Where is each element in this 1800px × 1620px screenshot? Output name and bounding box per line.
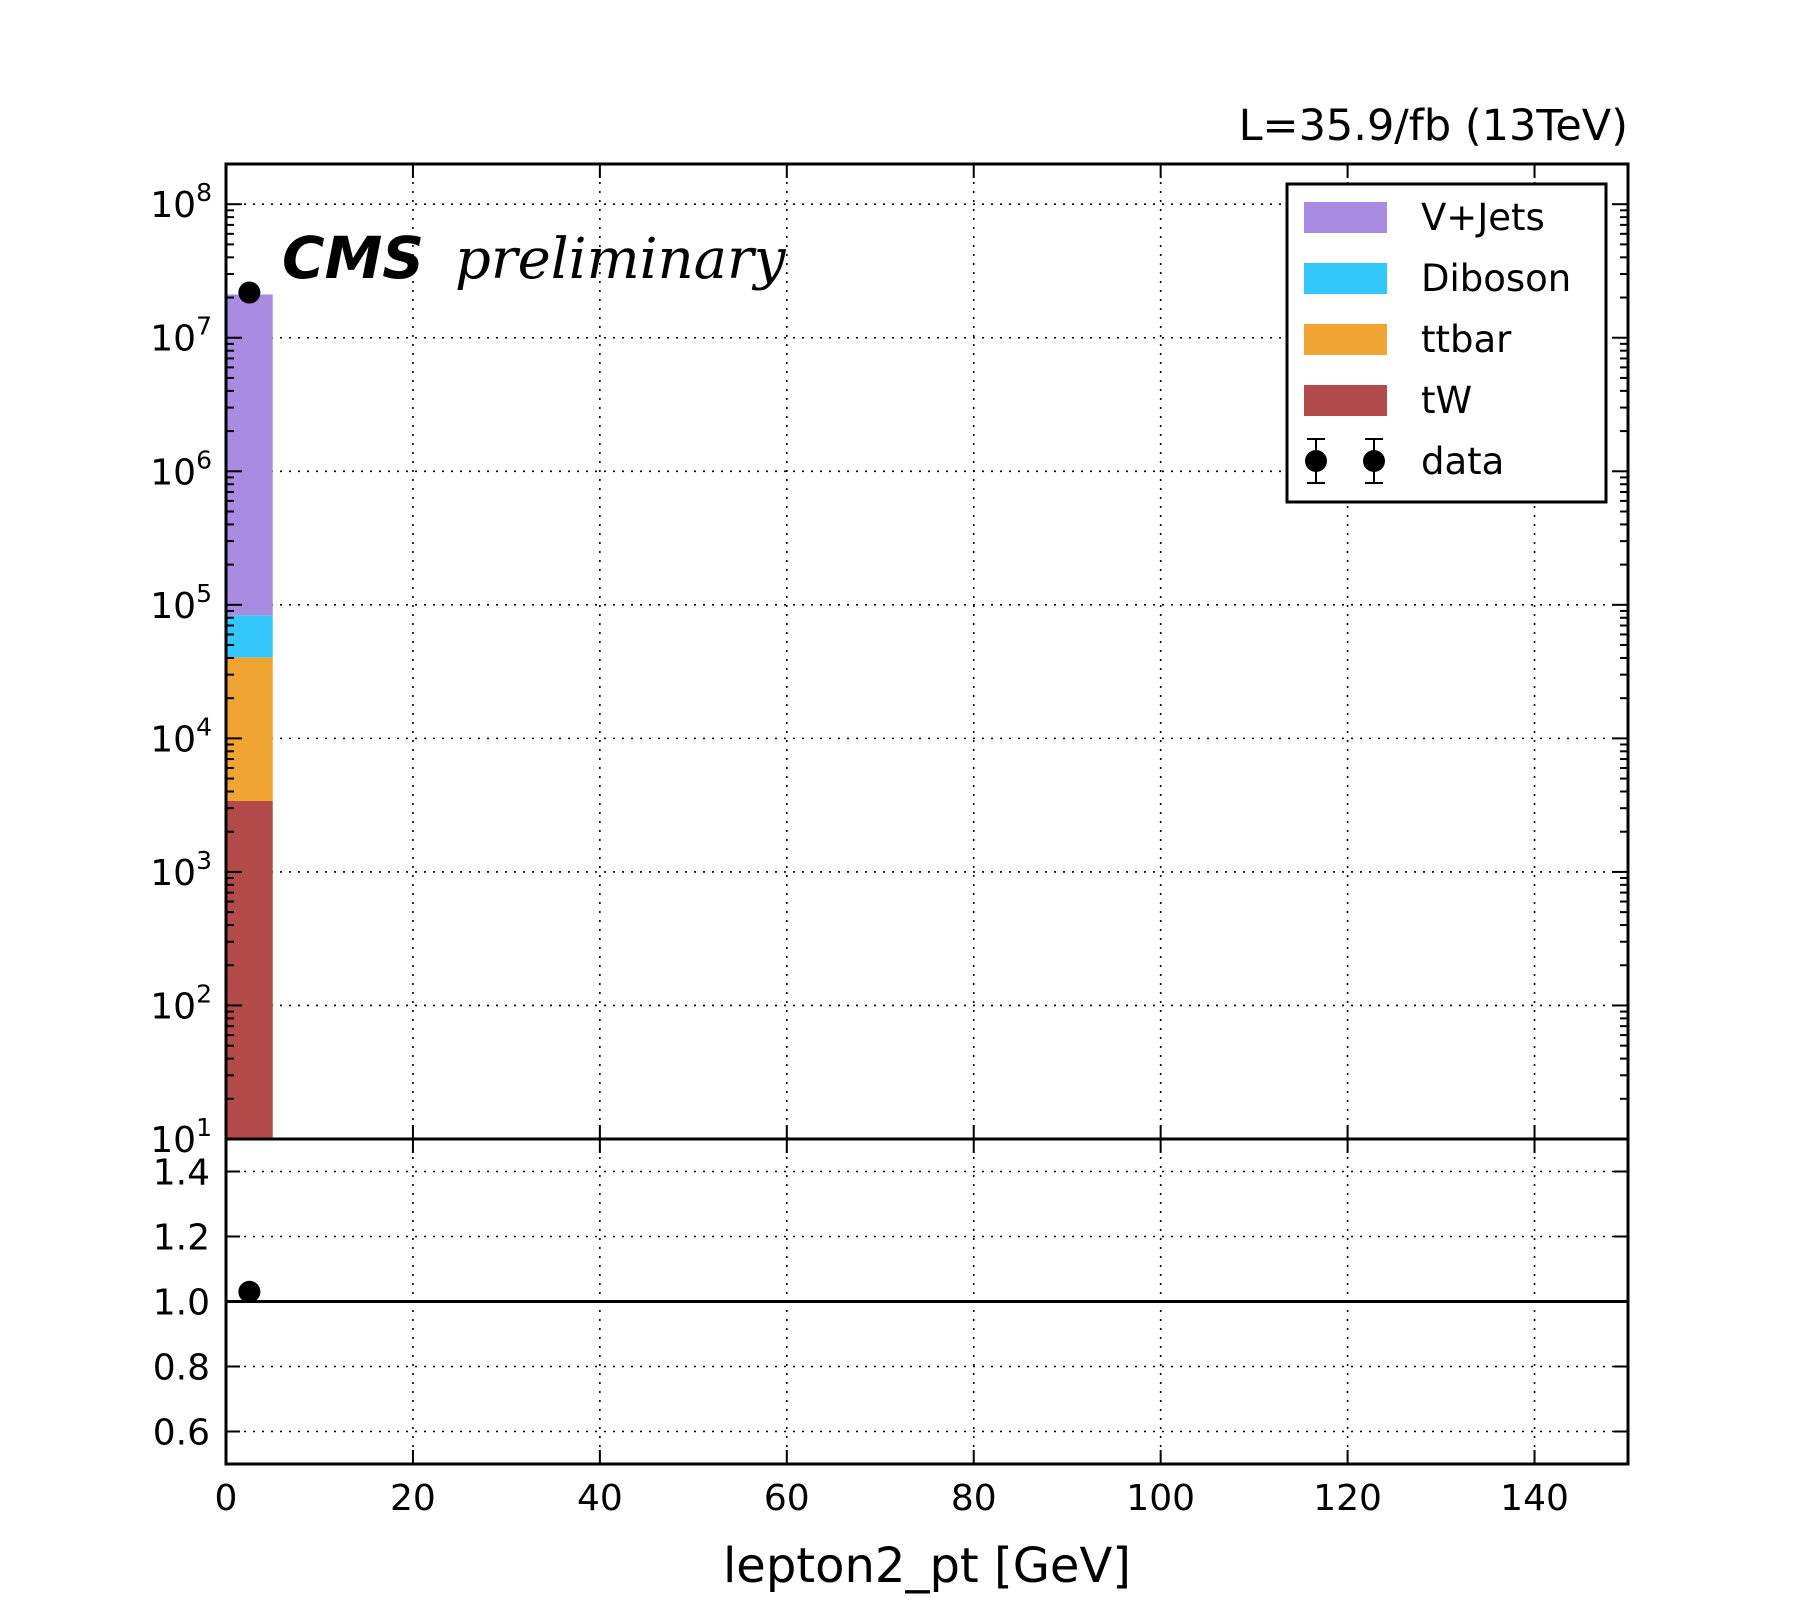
legend-label: tW bbox=[1421, 379, 1472, 422]
x-tick-label: 60 bbox=[764, 1478, 810, 1519]
ratio-plot-frame bbox=[224, 1137, 1630, 1466]
y-tick-label: 105 bbox=[150, 579, 212, 627]
preliminary-label: preliminary bbox=[455, 227, 787, 292]
legend-swatch bbox=[1304, 385, 1387, 416]
x-tick-label: 20 bbox=[390, 1478, 436, 1519]
x-tick-label: 100 bbox=[1126, 1478, 1195, 1519]
legend: V+Jets Diboson ttbar tW data bbox=[1285, 182, 1608, 504]
y-tick-label: 107 bbox=[150, 312, 212, 360]
cms-label: CMS bbox=[282, 224, 424, 292]
legend-label: V+Jets bbox=[1421, 196, 1545, 239]
bar-tw bbox=[226, 800, 273, 1139]
y-tick-label: 104 bbox=[150, 712, 212, 760]
luminosity-label: L=35.9/fb (13TeV) bbox=[1239, 101, 1628, 151]
y-tick-label: 102 bbox=[150, 979, 212, 1027]
y-tick-label: 106 bbox=[150, 445, 212, 493]
ratio-y-tick-label: 0.8 bbox=[153, 1348, 210, 1389]
main-plot: 101 102 103 104 105 106 107 108 bbox=[150, 162, 1630, 1161]
legend-data-marker bbox=[1305, 450, 1327, 472]
legend-label: Diboson bbox=[1421, 257, 1571, 300]
ratio-markers bbox=[238, 1280, 261, 1303]
legend-swatch bbox=[1304, 202, 1387, 233]
legend-swatch bbox=[1304, 263, 1387, 294]
bar-diboson bbox=[226, 615, 273, 658]
legend-swatch bbox=[1304, 324, 1387, 355]
x-tick-label: 140 bbox=[1500, 1478, 1569, 1519]
x-tick-label: 120 bbox=[1313, 1478, 1382, 1519]
y-tick-label: 103 bbox=[150, 846, 212, 894]
ratio-y-tick-label: 1.4 bbox=[153, 1153, 210, 1194]
y-tick-label: 101 bbox=[150, 1113, 212, 1161]
ratio-y-tick-label: 1.2 bbox=[153, 1218, 210, 1259]
ratio-y-tick-labels: 0.6 0.8 1.0 1.2 1.4 bbox=[153, 1153, 210, 1454]
bar-ttbar bbox=[226, 657, 273, 801]
legend-label: ttbar bbox=[1421, 318, 1512, 361]
ratio-plot: 0.6 0.8 1.0 1.2 1.4 0 20 40 60 80 100 120 140 bbox=[153, 1137, 1630, 1519]
data-markers bbox=[238, 281, 261, 304]
x-axis-label: lepton2_pt [GeV] bbox=[723, 1538, 1131, 1594]
x-tick-label: 80 bbox=[951, 1478, 997, 1519]
legend-data-marker bbox=[1363, 450, 1385, 472]
legend-items: V+Jets Diboson ttbar tW data bbox=[1304, 196, 1571, 484]
x-tick-label: 0 bbox=[215, 1478, 238, 1519]
ratio-y-tick-label: 1.0 bbox=[153, 1283, 210, 1324]
bar-v-jets bbox=[226, 294, 273, 616]
x-tick-label: 40 bbox=[577, 1478, 623, 1519]
y-tick-label: 108 bbox=[150, 178, 212, 226]
data-point bbox=[238, 281, 261, 304]
main-y-tick-labels: 101 102 103 104 105 106 107 108 bbox=[150, 178, 212, 1161]
ratio-y-tick-label: 0.6 bbox=[153, 1413, 210, 1454]
legend-label: data bbox=[1421, 440, 1504, 483]
ratio-point bbox=[238, 1280, 261, 1303]
stacked-bars bbox=[226, 294, 273, 1139]
x-tick-labels: 0 20 40 60 80 100 120 140 bbox=[215, 1478, 1569, 1519]
